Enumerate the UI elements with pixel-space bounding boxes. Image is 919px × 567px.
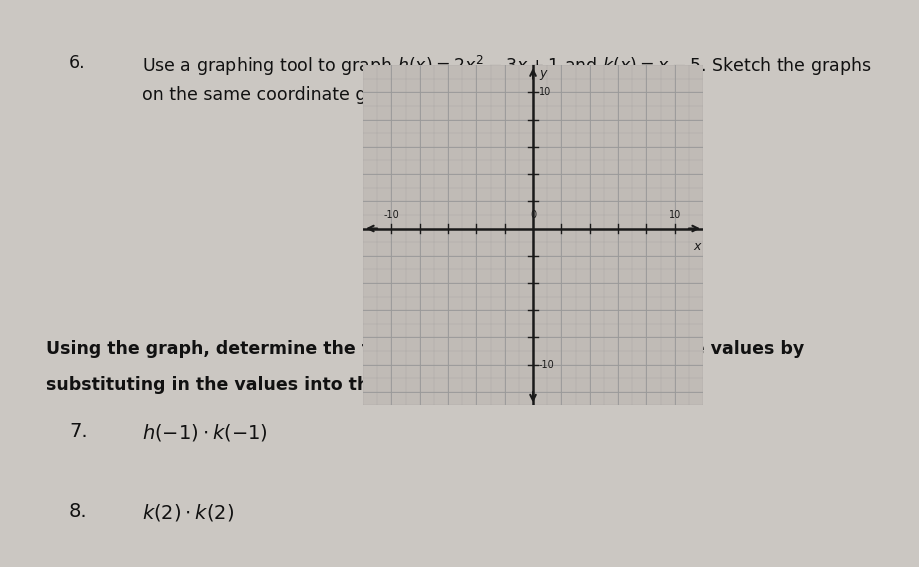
Text: 7.: 7. <box>69 422 87 442</box>
Text: 0: 0 <box>530 210 536 221</box>
Text: $h(-1) \cdot k(-1)$: $h(-1) \cdot k(-1)$ <box>142 422 268 443</box>
Text: 10: 10 <box>669 210 681 221</box>
Text: x: x <box>694 240 701 253</box>
Text: substituting in the values into the functions.: substituting in the values into the func… <box>46 376 485 395</box>
Text: 10: 10 <box>539 87 550 98</box>
Text: Use a graphing tool to graph $h(x) = 2x^2 - 3x + 1$ and $k(x) = x - 5$. Sketch t: Use a graphing tool to graph $h(x) = 2x^… <box>142 54 872 78</box>
Text: -10: -10 <box>383 210 399 221</box>
Text: -10: -10 <box>539 359 554 370</box>
Text: 8.: 8. <box>69 502 87 521</box>
Text: $k(2) \cdot k(2)$: $k(2) \cdot k(2)$ <box>142 502 234 523</box>
Text: on the same coordinate grid.: on the same coordinate grid. <box>142 86 396 104</box>
Text: Using the graph, determine the following products. Do not find the values by: Using the graph, determine the following… <box>46 340 804 358</box>
Text: y: y <box>539 67 547 80</box>
Text: 6.: 6. <box>69 54 85 72</box>
